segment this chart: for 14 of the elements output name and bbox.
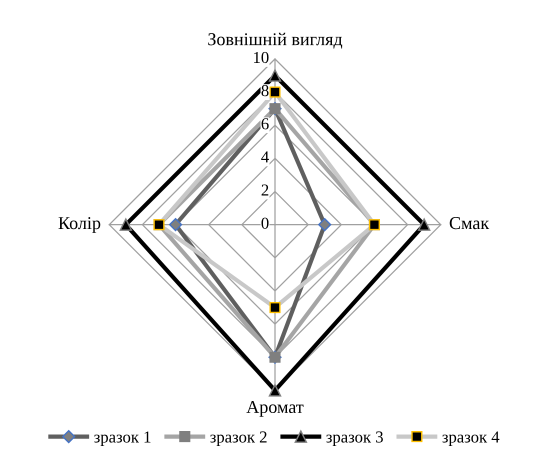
legend-label: зразок 3: [326, 431, 383, 446]
y-tick-label: 10: [254, 52, 269, 64]
spoke-label: Зовнішній вигляд: [208, 32, 342, 49]
y-tick-label: 2: [262, 184, 268, 196]
legend-label: зразок 2: [210, 431, 267, 446]
y-tick-label: 8: [262, 85, 269, 96]
spoke-label: Смак: [450, 217, 490, 230]
spoke-label: Аромат: [246, 400, 304, 417]
y-tick-label: 6: [262, 118, 269, 130]
legend-label: зразок 4: [442, 431, 500, 446]
y-tick-label: 0: [262, 218, 269, 229]
spoke-label: Колір: [58, 217, 100, 233]
y-tick-label: 4: [261, 151, 269, 162]
legend-label: зразок 1: [94, 431, 150, 446]
